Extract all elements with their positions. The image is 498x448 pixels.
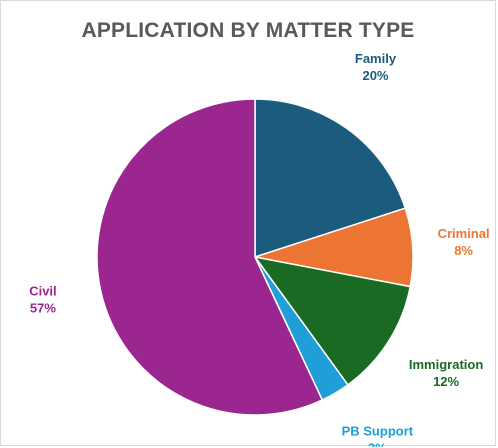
slice-percent: 12%: [433, 374, 459, 389]
pie-slice-immigration: [253, 255, 412, 386]
slice-label-criminal: Criminal 8%: [438, 226, 490, 258]
pie-slice-civil: [96, 98, 324, 416]
slice-name: Criminal: [438, 226, 490, 241]
slice-label-civil: Civil 57%: [29, 284, 56, 316]
pie-labels: Family 20% Criminal 8% Immigration 12% PB Supp…: [29, 51, 489, 447]
slice-percent: 8%: [454, 243, 473, 258]
slice-label-pb-support: PB Support 3%: [342, 423, 414, 447]
slice-name: Immigration: [409, 357, 483, 372]
slice-name: Family: [355, 51, 397, 66]
pie-slice-family: [254, 98, 407, 259]
pie-slices: [96, 98, 414, 416]
slice-label-immigration: Immigration 12%: [409, 357, 483, 389]
chart-title: APPLICATION BY MATTER TYPE: [81, 19, 415, 42]
slice-name: Civil: [29, 284, 56, 299]
slice-percent: 57%: [30, 301, 56, 316]
slice-percent: 3%: [368, 440, 387, 447]
slice-name: PB Support: [342, 423, 414, 438]
slice-label-family: Family 20%: [355, 51, 397, 83]
slice-percent: 20%: [362, 68, 388, 83]
